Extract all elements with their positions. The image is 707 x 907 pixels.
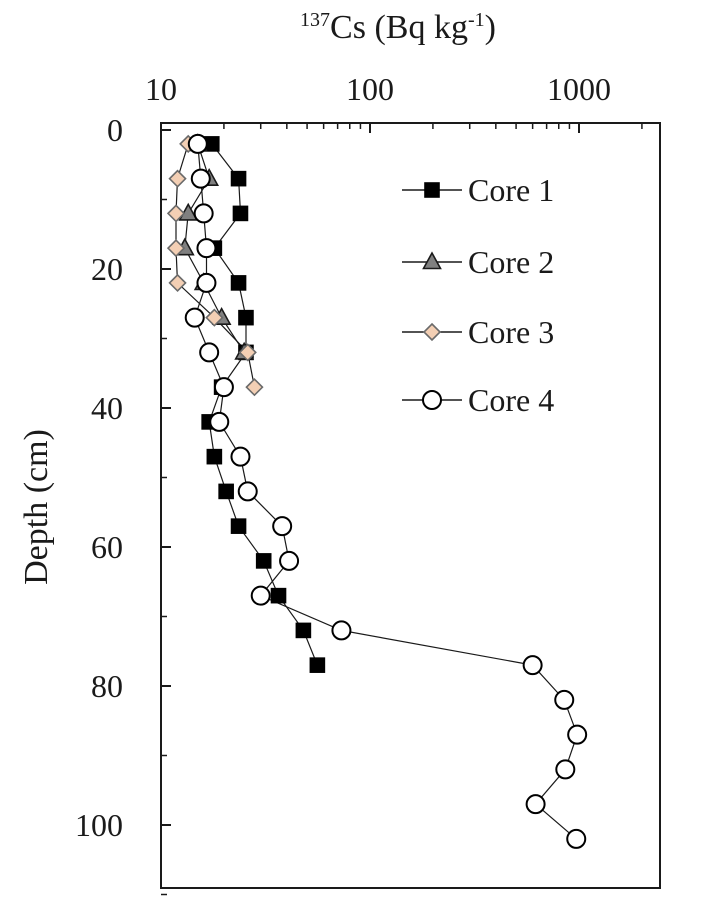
x-axis-title-exponent: -1 xyxy=(468,9,485,31)
y-tick-label: 80 xyxy=(91,668,123,704)
y-tick-label: 100 xyxy=(75,807,123,843)
core-1-point xyxy=(206,448,223,465)
core-1-point xyxy=(232,205,249,222)
legend: Core 1 Core 2 Core 3 Core 4 xyxy=(402,172,554,418)
x-axis-title-mass-number: 137 xyxy=(300,9,330,31)
legend-label-core-1: Core 1 xyxy=(468,172,554,208)
x-axis: 10 100 1000 xyxy=(145,71,643,133)
core-1-point xyxy=(270,587,287,604)
core-1-point xyxy=(230,518,247,534)
x-tick-label: 100 xyxy=(346,71,394,107)
x-axis-title-close: ) xyxy=(485,9,496,46)
legend-marker-core-2 xyxy=(422,251,442,270)
legend-label-core-4: Core 4 xyxy=(468,382,554,418)
core-1-point xyxy=(295,622,312,639)
y-tick-label: 60 xyxy=(91,529,123,565)
core-3-point xyxy=(168,273,187,293)
core-3-point xyxy=(205,308,224,327)
core-4-point xyxy=(566,828,587,849)
y-tick-label: 40 xyxy=(91,390,123,426)
y-tick-label: 0 xyxy=(107,112,123,148)
core-4-point xyxy=(213,377,234,398)
core-1-point xyxy=(230,275,247,291)
core-3-point xyxy=(166,239,186,258)
core-4-point xyxy=(196,272,217,293)
x-tick-label: 1000 xyxy=(547,71,611,107)
core-4-point xyxy=(187,133,208,154)
core-4-point xyxy=(555,759,576,780)
core-1-point xyxy=(309,657,326,673)
core-4-point xyxy=(190,168,211,189)
legend-marker-core-4 xyxy=(422,390,442,410)
x-tick-label: 10 xyxy=(145,71,177,107)
legend-label-core-3: Core 3 xyxy=(468,314,554,350)
y-axis-title: Depth (cm) xyxy=(18,429,55,585)
core-3-point xyxy=(238,343,257,362)
core-4-point xyxy=(331,620,352,641)
x-axis-title-base: Cs (Bq kg xyxy=(330,9,468,46)
core-3-point xyxy=(166,204,186,223)
core-4-point xyxy=(525,794,546,815)
core-4-point xyxy=(199,342,220,363)
core-1-point xyxy=(238,309,254,326)
core-2-point xyxy=(178,202,199,221)
legend-marker-core-1 xyxy=(424,182,440,198)
core-3-point xyxy=(245,378,264,397)
core-4-point xyxy=(237,481,258,502)
y-tick-label: 20 xyxy=(91,251,123,287)
legend-label-core-2: Core 2 xyxy=(468,244,554,280)
core-1-point xyxy=(230,170,247,187)
plot-frame xyxy=(160,122,661,889)
core-4-point xyxy=(209,411,230,432)
core-4-point xyxy=(279,550,300,571)
core-4-point xyxy=(184,307,205,328)
series-markers xyxy=(166,133,588,849)
core-4-point xyxy=(196,238,217,259)
core-1-point xyxy=(218,483,234,500)
core-3-point xyxy=(168,169,187,188)
core-1-point xyxy=(255,553,272,569)
core-4-point xyxy=(567,724,588,745)
core-4-point xyxy=(230,446,251,467)
x-axis-title: 137Cs (Bq kg-1) xyxy=(300,9,496,46)
core-4-point xyxy=(522,655,543,676)
core-4-point xyxy=(193,203,214,224)
core-4-point xyxy=(554,689,575,710)
core-4-point xyxy=(272,516,293,537)
core-4-point xyxy=(250,585,271,606)
core-1-line xyxy=(208,143,318,666)
y-axis: 0 20 40 60 80 100 xyxy=(75,112,171,896)
legend-marker-core-3 xyxy=(422,322,442,342)
